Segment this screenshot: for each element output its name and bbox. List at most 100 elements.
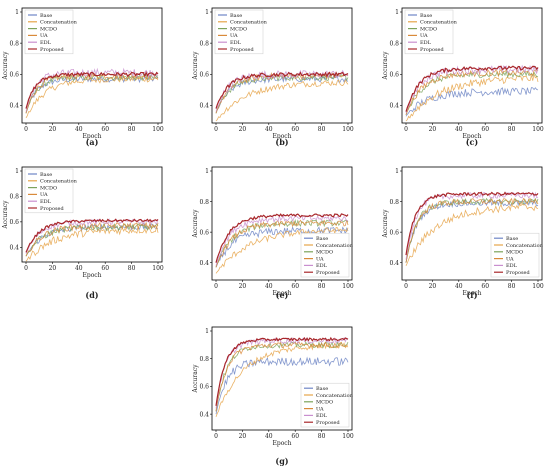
x-tick-label: 100	[152, 265, 164, 272]
legend-entry: EDL	[420, 40, 432, 46]
legend-entry: Base	[40, 172, 52, 178]
legend-entry: Base	[506, 236, 518, 242]
y-tick-label: 0.8	[199, 40, 209, 47]
x-tick-label: 0	[24, 126, 28, 133]
legend-entry: Proposed	[40, 206, 65, 212]
x-tick-label: 20	[49, 126, 57, 133]
x-tick-label: 100	[342, 433, 354, 440]
legend-entry: MCDO	[316, 250, 333, 256]
series-line-mcdo	[25, 222, 159, 257]
x-tick-label: 40	[265, 126, 273, 133]
legend-entry: EDL	[316, 263, 328, 269]
x-tick-label: 40	[265, 283, 273, 290]
legend-entry: Concatenation	[506, 243, 544, 249]
legend-entry: EDL	[40, 40, 52, 46]
legend-entry: Concatenation	[230, 20, 268, 26]
series-line-mcdo	[405, 69, 539, 115]
x-tick-label: 80	[508, 126, 516, 133]
x-axis-label: Epoch	[82, 133, 101, 140]
chart-panel-5: 0.4 0.6 0.8 1 0 20 40 60 80 100 Epoch Accuracy BaseC…	[382, 166, 544, 300]
x-tick-label: 100	[342, 283, 354, 290]
x-tick-label: 80	[128, 126, 136, 133]
chart-panel-1: 0.4 0.6 0.8 1 0 20 40 60 80 100 Epoch Accuracy BaseC…	[192, 7, 354, 147]
series-line-proposed	[215, 336, 349, 406]
x-axis-label: Epoch	[82, 272, 101, 279]
legend-entry: UA	[316, 406, 324, 412]
x-tick-label: 40	[455, 126, 463, 133]
x-tick-label: 100	[532, 126, 544, 133]
legend-box	[24, 168, 74, 214]
legend-entry: EDL	[506, 263, 518, 269]
y-tick-label: 0.6	[9, 219, 19, 226]
y-axis-label: Accuracy	[192, 209, 199, 239]
y-tick-label: 0.8	[199, 199, 209, 206]
y-tick-label: 1	[395, 9, 399, 16]
y-axis-label: Accuracy	[382, 209, 389, 239]
x-tick-label: 20	[49, 265, 57, 272]
legend-box	[24, 9, 74, 55]
x-tick-label: 40	[75, 265, 83, 272]
chart-panel-3: 0.4 0.6 0.8 1 0 20 40 60 80 100 Epoch Accuracy BaseC…	[2, 166, 164, 300]
x-tick-label: 80	[318, 433, 326, 440]
series-line-concatenation	[215, 342, 349, 418]
y-tick-label: 0.4	[389, 103, 399, 110]
x-tick-label: 60	[291, 126, 299, 133]
x-tick-label: 80	[508, 283, 516, 290]
legend-entry: Concatenation	[420, 20, 458, 26]
y-tick-label: 0.6	[199, 384, 209, 391]
series-line-concatenation	[25, 74, 159, 119]
legend-box	[300, 382, 350, 428]
legend-entry: UA	[40, 192, 48, 198]
legend-entry: Proposed	[316, 270, 341, 276]
x-tick-label: 80	[318, 126, 326, 133]
x-tick-label: 0	[404, 283, 408, 290]
x-tick-label: 80	[318, 283, 326, 290]
y-tick-label: 0.4	[9, 103, 19, 110]
series-line-concatenation	[405, 73, 539, 122]
panel-caption: (e)	[276, 290, 289, 300]
x-tick-label: 100	[342, 126, 354, 133]
y-axis-label: Accuracy	[2, 51, 9, 81]
series-line-proposed	[405, 191, 539, 256]
x-axis-label: Epoch	[272, 440, 291, 447]
chart-panel-0: 0.4 0.6 0.8 1 0 20 40 60 80 100 Epoch Accuracy BaseC…	[2, 7, 164, 147]
y-tick-label: 0.4	[9, 244, 19, 251]
y-tick-label: 1	[15, 9, 19, 16]
y-tick-label: 0.6	[389, 229, 399, 236]
x-tick-label: 20	[429, 283, 437, 290]
y-tick-label: 0.4	[389, 260, 399, 267]
legend-entry: Base	[316, 386, 328, 392]
series-line-edl	[215, 336, 349, 409]
series-line-edl	[215, 214, 349, 266]
y-tick-label: 1	[205, 168, 209, 175]
legend-entry: MCDO	[316, 400, 333, 406]
x-axis-label: Epoch	[272, 133, 291, 140]
legend-entry: EDL	[40, 199, 52, 205]
x-tick-label: 40	[75, 126, 83, 133]
x-tick-label: 100	[532, 283, 544, 290]
legend-entry: Concatenation	[316, 243, 354, 249]
y-tick-label: 0.8	[389, 199, 399, 206]
panel-caption: (f)	[466, 290, 477, 300]
legend-entry: UA	[40, 33, 48, 39]
y-axis-label: Accuracy	[192, 364, 199, 394]
chart-panel-6: 0.4 0.6 0.8 1 0 20 40 60 80 100 Epoch Accuracy BaseC…	[192, 326, 354, 466]
x-tick-label: 0	[214, 433, 218, 440]
x-tick-label: 40	[265, 433, 273, 440]
legend-entry: MCDO	[420, 26, 437, 32]
x-tick-label: 60	[101, 126, 109, 133]
legend-box	[300, 232, 350, 278]
legend-entry: MCDO	[40, 185, 57, 191]
series-line-ua	[25, 221, 159, 257]
series-line-proposed	[405, 65, 539, 112]
x-axis-label: Epoch	[462, 290, 481, 297]
y-tick-label: 0.4	[199, 411, 209, 418]
x-tick-label: 20	[239, 126, 247, 133]
panel-caption: (c)	[466, 137, 479, 147]
chart-panel-2: 0.4 0.6 0.8 1 0 20 40 60 80 100 Epoch Accuracy BaseC…	[382, 7, 544, 147]
